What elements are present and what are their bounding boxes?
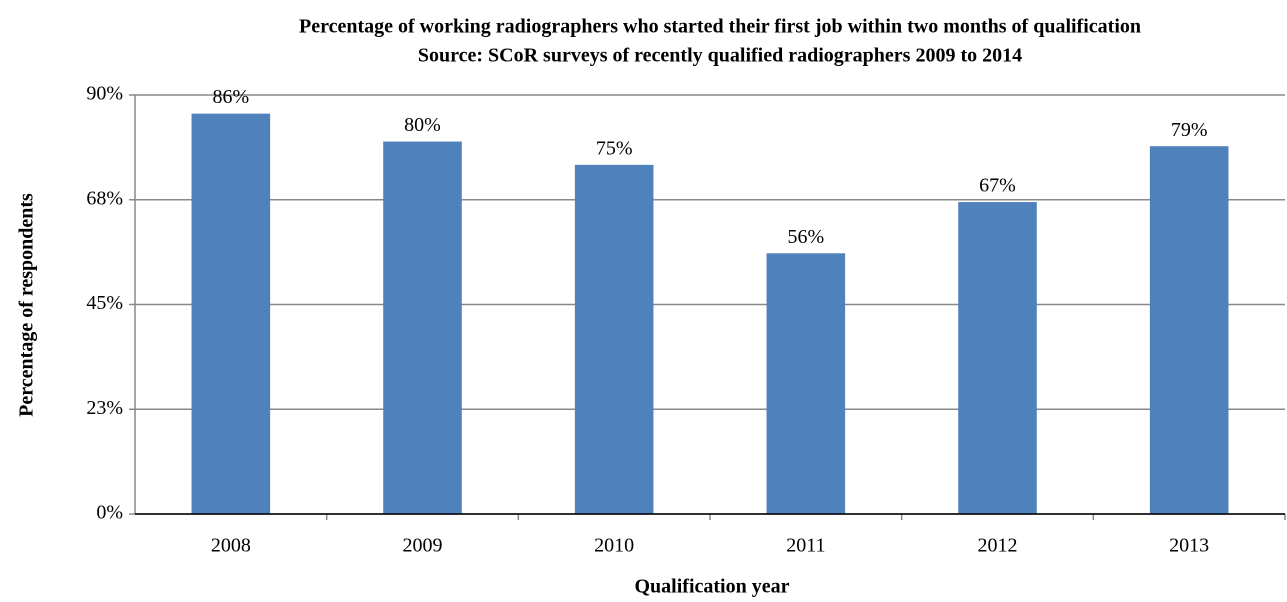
bar xyxy=(574,164,654,515)
data-label: 80% xyxy=(404,114,441,136)
data-label: 79% xyxy=(1171,119,1208,141)
x-tick-label: 2008 xyxy=(211,535,251,557)
data-label: 67% xyxy=(979,175,1016,197)
x-tick-label: 2011 xyxy=(786,535,825,557)
y-axis-label: Percentage of respondents xyxy=(16,193,38,417)
data-label: 56% xyxy=(787,226,824,248)
bar xyxy=(958,202,1037,515)
x-tick-label: 2012 xyxy=(978,535,1018,557)
y-tick-label: 68% xyxy=(86,187,123,209)
data-label: 86% xyxy=(212,86,249,108)
bar xyxy=(383,141,462,515)
bar xyxy=(1149,146,1229,514)
x-tick-label: 2009 xyxy=(403,535,443,557)
bar xyxy=(191,113,271,514)
y-tick-label: 23% xyxy=(86,397,123,419)
bar xyxy=(766,253,846,515)
y-tick-label: 0% xyxy=(96,502,123,524)
y-tick-label: 45% xyxy=(86,292,123,314)
chart-title: Percentage of working radiographers who … xyxy=(299,16,1141,38)
data-label: 75% xyxy=(596,137,633,159)
x-axis-label: Qualification year xyxy=(635,576,790,598)
x-tick-label: 2010 xyxy=(594,535,634,557)
chart-subtitle: Source: SCoR surveys of recently qualifi… xyxy=(418,45,1022,67)
y-tick-label: 90% xyxy=(86,83,123,105)
x-tick-label: 2013 xyxy=(1169,535,1209,557)
